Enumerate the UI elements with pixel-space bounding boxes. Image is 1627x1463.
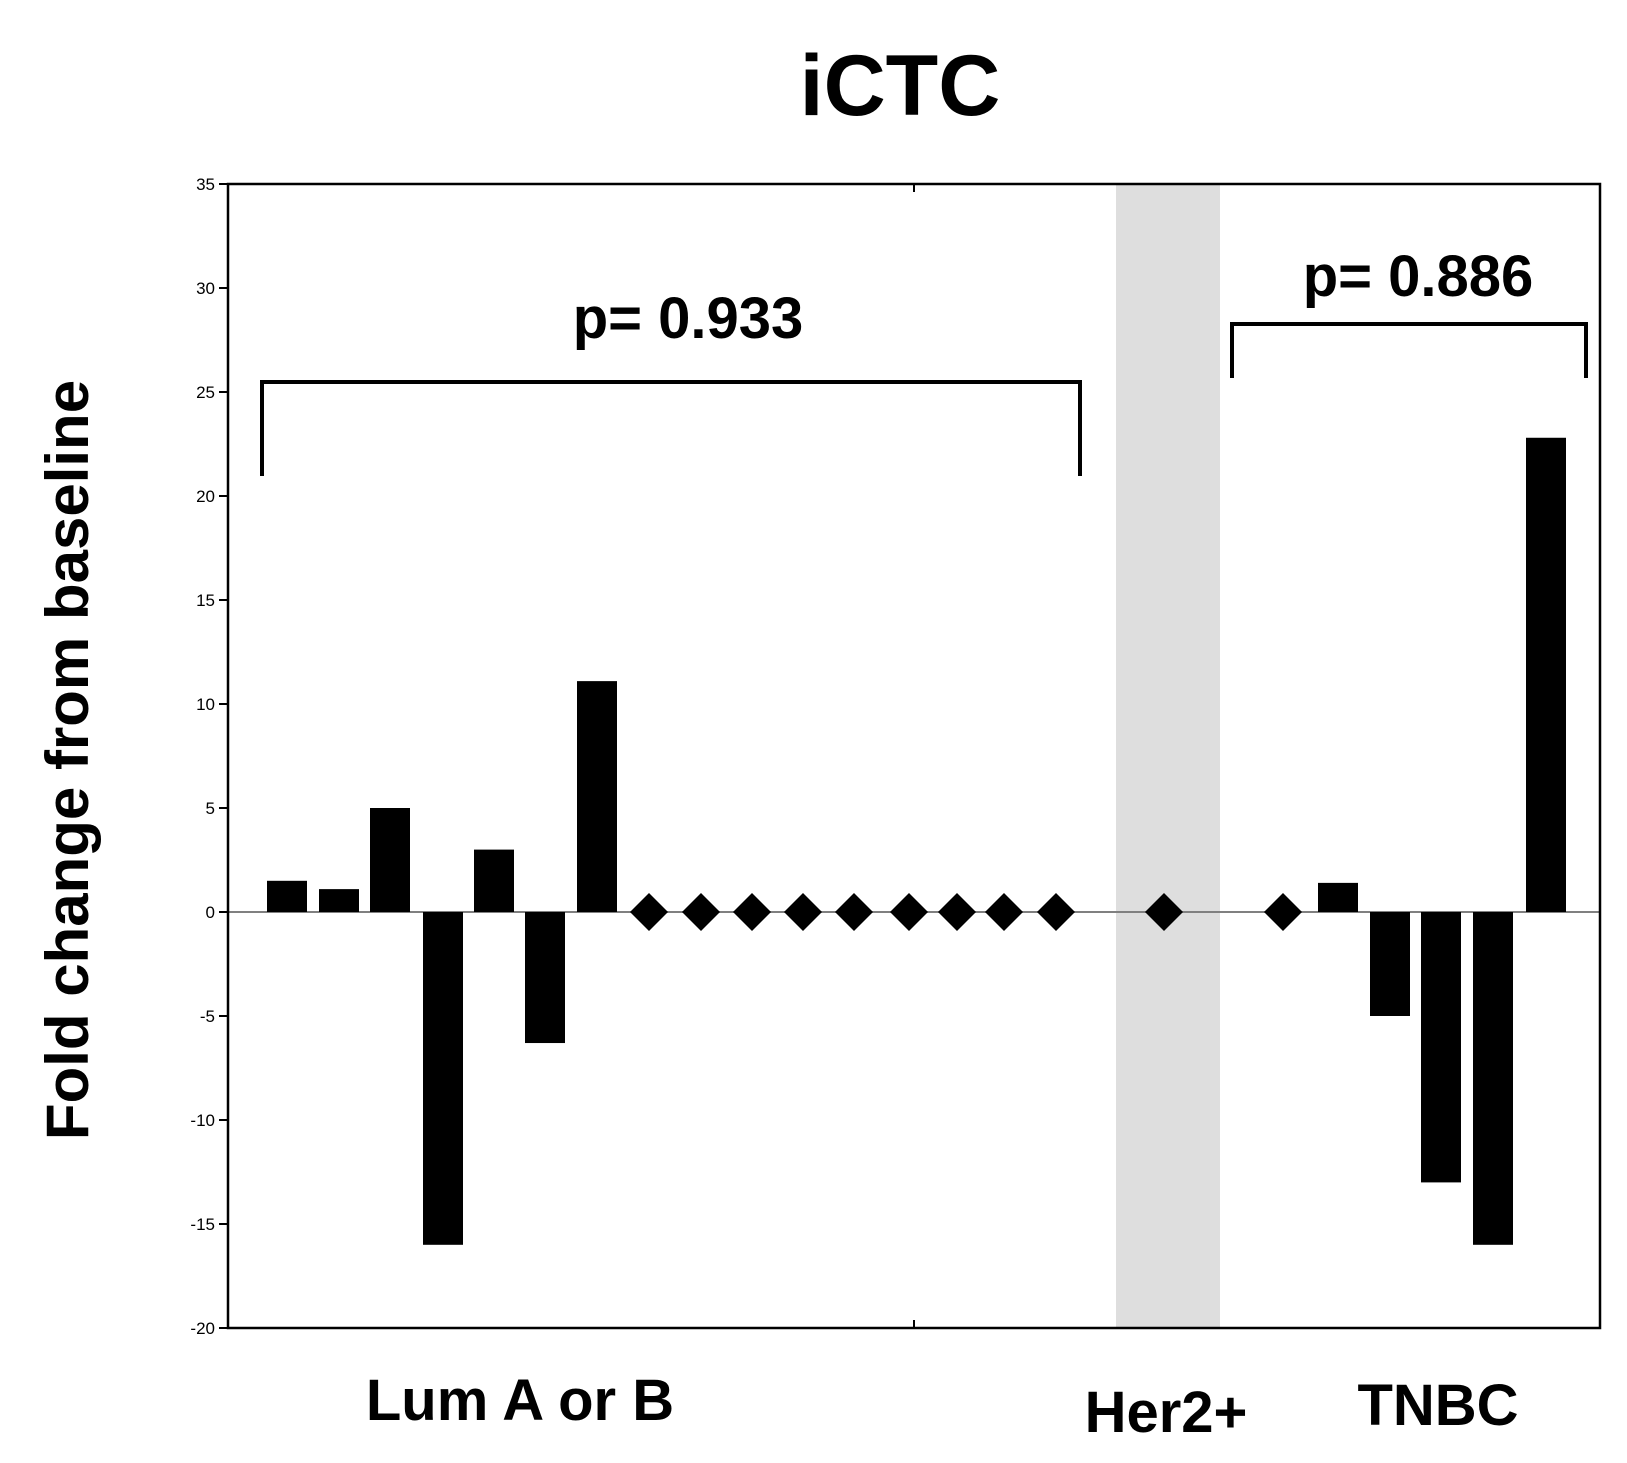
zero-marker xyxy=(1264,893,1302,931)
chart-title: iCTC xyxy=(800,38,1001,134)
group-label: TNBC xyxy=(1357,1373,1518,1438)
y-tick-label: -20 xyxy=(190,1319,215,1338)
bar xyxy=(423,912,463,1245)
bar xyxy=(1318,882,1358,912)
bar xyxy=(267,880,307,912)
y-tick-label: -10 xyxy=(190,1111,215,1130)
bar xyxy=(577,681,617,912)
p-value-bracket xyxy=(260,380,1082,476)
bar xyxy=(1473,912,1513,1245)
y-tick-label: 20 xyxy=(196,487,215,506)
highlight-band-layer xyxy=(1116,184,1220,1328)
bar xyxy=(474,849,514,912)
bar xyxy=(319,889,359,912)
bar xyxy=(1370,912,1410,1016)
y-tick-label: 35 xyxy=(196,175,215,194)
zero-marker xyxy=(890,893,928,931)
y-tick-label: 0 xyxy=(206,903,215,922)
bar xyxy=(525,912,565,1044)
p-value-label: p= 0.933 xyxy=(573,286,804,351)
zero-marker xyxy=(682,893,720,931)
y-tick-label: -5 xyxy=(200,1007,215,1026)
plot-frame-layer xyxy=(226,182,1602,1330)
zero-marker xyxy=(784,893,822,931)
group-label: Lum A or B xyxy=(366,1368,674,1433)
her2-highlight-band xyxy=(1116,184,1220,1328)
zero-marker xyxy=(630,893,668,931)
y-axis-ticks: 35 30 25 20 15 10 5 0 -5 -10 -15 -20 xyxy=(190,175,228,1338)
y-tick-label: -15 xyxy=(190,1215,215,1234)
y-tick-label: 15 xyxy=(196,591,215,610)
y-tick-label: 10 xyxy=(196,695,215,714)
p-value-label: p= 0.886 xyxy=(1303,244,1534,309)
group-label: Her2+ xyxy=(1085,1380,1248,1445)
zero-marker xyxy=(985,893,1023,931)
bars-layer xyxy=(267,437,1566,1245)
bar xyxy=(1526,437,1566,912)
y-axis-label: Fold change from baseline xyxy=(34,380,101,1140)
p-value-brackets: p= 0.933 p= 0.886 xyxy=(260,244,1588,476)
bar xyxy=(370,808,410,912)
p-value-bracket xyxy=(1230,322,1588,378)
zero-marker xyxy=(1145,893,1183,931)
group-labels: Lum A or B Her2+ TNBC xyxy=(366,1368,1519,1445)
bar xyxy=(1421,912,1461,1183)
zero-marker xyxy=(938,893,976,931)
y-tick-label: 30 xyxy=(196,279,215,298)
zero-marker xyxy=(733,893,771,931)
y-tick-label: 5 xyxy=(206,799,215,818)
zero-marker xyxy=(835,893,873,931)
markers-layer xyxy=(630,893,1302,931)
zero-marker xyxy=(1037,893,1075,931)
y-tick-label: 25 xyxy=(196,383,215,402)
